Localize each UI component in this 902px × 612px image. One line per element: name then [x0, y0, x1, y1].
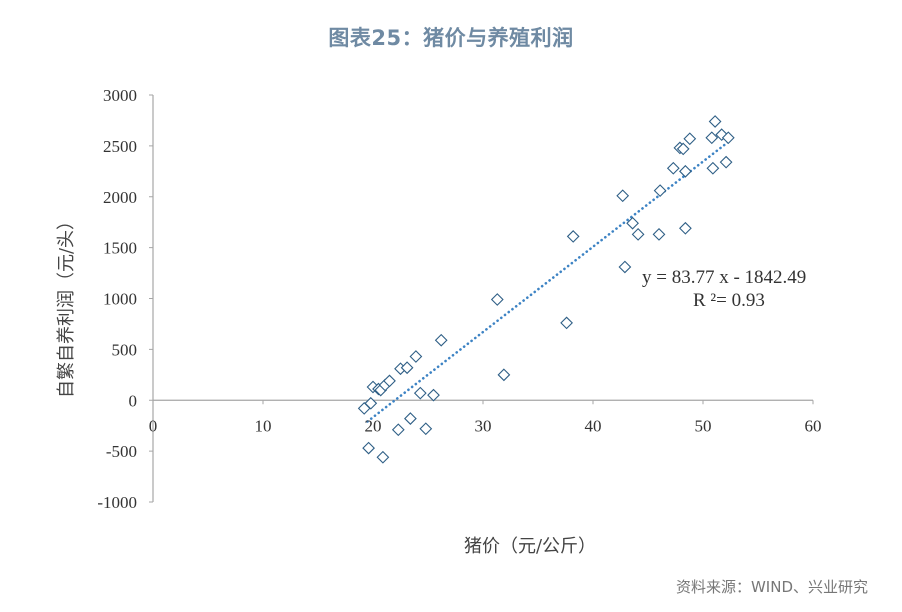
y-tick-label: 2500	[103, 137, 137, 156]
data-point	[566, 230, 580, 243]
x-tick-label: 10	[255, 416, 272, 435]
data-point	[376, 450, 390, 464]
data-point	[490, 293, 504, 306]
points-layer	[357, 115, 735, 464]
y-axis-label: 自繁自养利润（元/头）	[56, 212, 77, 398]
x-tick-label: 50	[695, 416, 712, 435]
y-tick-labels: -1000 -500 0 500 1000 1500 2000 2500 3000	[97, 86, 137, 512]
data-point	[383, 374, 396, 388]
trendline-layer	[366, 140, 730, 423]
y-tick-label: -1000	[97, 493, 137, 512]
data-point	[708, 115, 722, 128]
data-point	[434, 333, 448, 347]
x-tick-label: 0	[149, 416, 158, 435]
data-point	[679, 221, 692, 235]
x-tick-labels: 0 10 20 30 40 50 60	[149, 416, 822, 435]
source-note: 资料来源：WIND、兴业研究	[675, 578, 868, 596]
data-point	[652, 228, 666, 241]
data-point	[413, 386, 427, 400]
data-point	[400, 361, 414, 375]
data-point	[676, 142, 690, 156]
data-point	[666, 161, 680, 175]
data-point	[721, 131, 735, 145]
x-tick-label: 20	[365, 416, 382, 435]
x-tick-label: 30	[475, 416, 492, 435]
data-point	[560, 316, 573, 330]
y-tick-label: 1000	[103, 290, 137, 309]
trendline	[366, 140, 730, 423]
r-squared-label: R ²= 0.93	[693, 290, 765, 311]
chart-title: 图表25：猪价与养殖利润	[328, 26, 574, 50]
data-point	[679, 164, 692, 178]
y-tick-label: 500	[112, 340, 138, 359]
data-point	[427, 388, 440, 402]
data-point	[631, 228, 645, 241]
data-point	[391, 423, 405, 437]
data-point	[404, 412, 417, 425]
x-tick-label: 40	[585, 416, 602, 435]
data-point	[653, 184, 667, 198]
data-point	[616, 189, 630, 203]
y-tick-label: 3000	[103, 86, 137, 105]
y-tick-label: 0	[129, 391, 138, 410]
data-point	[683, 132, 697, 146]
data-point	[409, 350, 423, 363]
data-point	[626, 216, 639, 230]
y-tick-label: 2000	[103, 188, 137, 207]
data-point	[362, 441, 375, 455]
data-point	[719, 155, 733, 169]
data-point	[419, 422, 433, 436]
data-point	[706, 161, 720, 175]
data-point	[715, 128, 729, 142]
y-tick-label: 1500	[103, 239, 137, 258]
x-axis-label: 猪价（元/公斤）	[464, 536, 596, 557]
data-point	[497, 368, 511, 382]
axes	[149, 94, 814, 503]
data-point	[705, 131, 719, 145]
y-tick-label: -500	[106, 442, 137, 461]
data-point	[618, 260, 632, 274]
trendline-equation: y = 83.77 x - 1842.49	[642, 267, 806, 288]
data-point	[364, 396, 378, 410]
x-tick-label: 60	[805, 416, 822, 435]
